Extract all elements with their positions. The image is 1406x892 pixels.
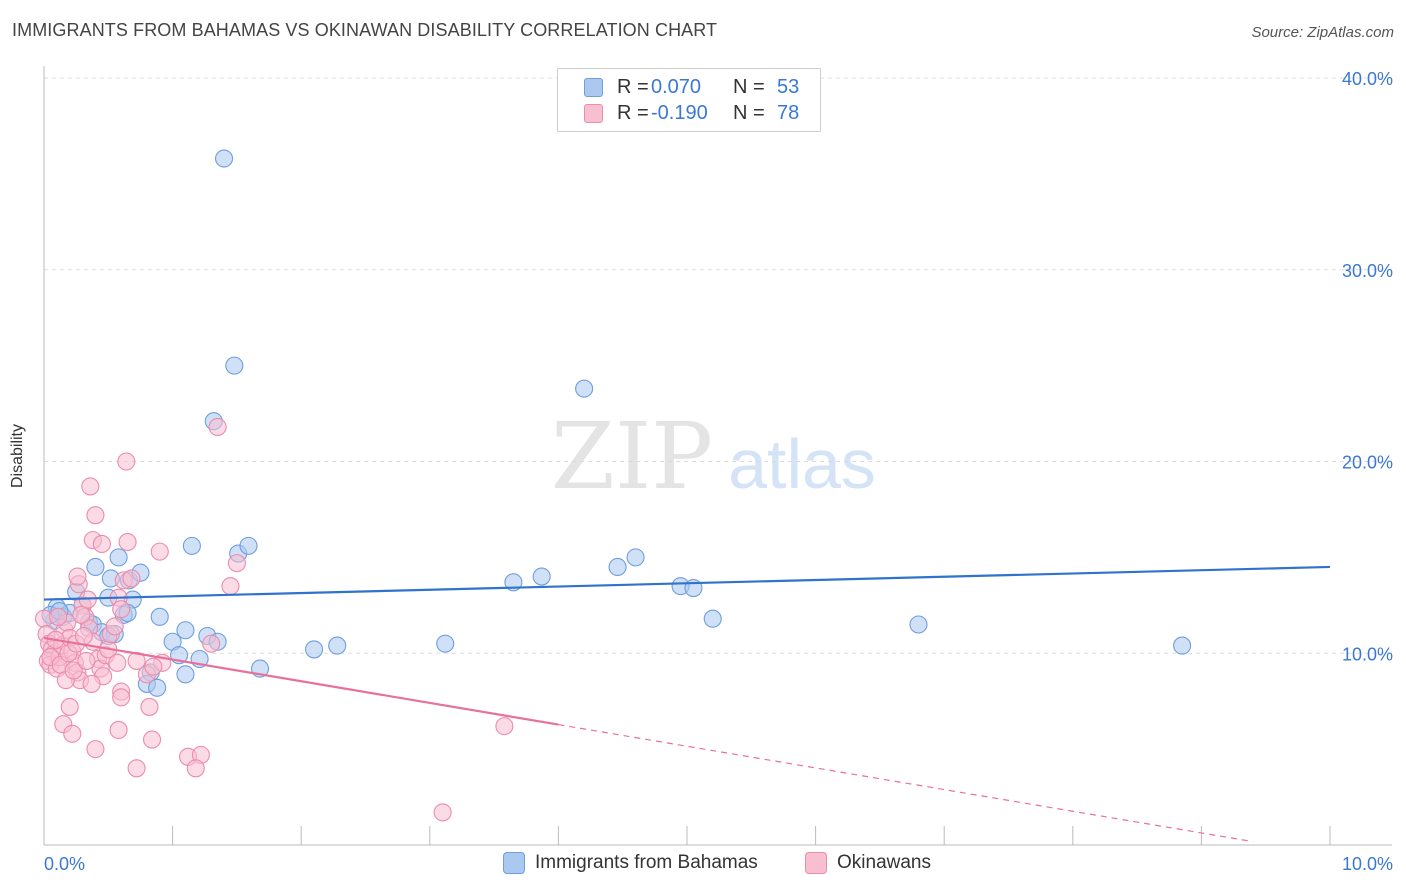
point-bahamas [239, 536, 258, 555]
point-okinawans [72, 605, 91, 624]
y-tick-label: 10.0% [1342, 644, 1393, 664]
point-bahamas [328, 636, 347, 655]
data-points [34, 149, 1192, 822]
point-bahamas [109, 548, 128, 567]
x-tick-label: 0.0% [44, 854, 85, 874]
point-okinawans [81, 477, 100, 496]
r-label: R = [617, 75, 649, 98]
point-okinawans [186, 759, 205, 778]
legend-label-okinawans: Okinawans [837, 852, 931, 873]
axes [43, 66, 1392, 846]
n-value: 78 [777, 101, 800, 124]
y-tick-label: 20.0% [1342, 453, 1393, 473]
x-tick-label: 10.0% [1342, 854, 1393, 874]
point-okinawans [202, 634, 221, 653]
point-bahamas [148, 678, 167, 697]
r-value: 0.070 [651, 75, 702, 98]
point-okinawans [117, 452, 136, 471]
point-okinawans [127, 759, 146, 778]
stats-legend: R = 0.070 N = 53 R = -0.190 N = 78 [557, 68, 821, 132]
stats-row-bahamas: R = 0.070 N = 53 [558, 74, 799, 100]
point-okinawans [433, 803, 452, 822]
point-okinawans [74, 626, 93, 646]
legend-swatch-bahamas [503, 852, 525, 874]
source-label: Source: ZipAtlas.com [1251, 24, 1394, 41]
n-label: N = [733, 101, 765, 124]
point-okinawans [495, 717, 514, 736]
watermark-atlas: atlas [728, 425, 876, 503]
point-okinawans [142, 730, 162, 749]
point-okinawans [86, 740, 105, 759]
point-bahamas [182, 536, 201, 555]
point-bahamas [150, 607, 169, 626]
trend-line-okinawans-dashed [558, 723, 1253, 843]
r-label: R = [617, 101, 649, 124]
point-okinawans [112, 600, 131, 619]
point-bahamas [626, 548, 645, 567]
point-okinawans [63, 724, 82, 743]
point-okinawans [49, 607, 68, 626]
gridlines [44, 77, 1392, 654]
point-okinawans [144, 657, 163, 676]
n-value: 53 [777, 75, 800, 98]
legend-item-okinawans[interactable]: Okinawans [805, 852, 931, 874]
point-bahamas [608, 557, 627, 577]
point-okinawans [64, 661, 83, 680]
point-okinawans [221, 577, 240, 596]
tick-labels: 10.0% 20.0% 30.0% 40.0% 0.0% 10.0% [44, 69, 1393, 874]
stats-swatch-bahamas [584, 77, 603, 97]
point-okinawans [112, 688, 131, 707]
point-okinawans [60, 697, 79, 716]
chart-title: IMMIGRANTS FROM BAHAMAS VS OKINAWAN DISA… [12, 20, 718, 40]
point-okinawans [109, 720, 128, 740]
point-bahamas [305, 640, 324, 659]
point-bahamas [214, 149, 234, 168]
y-tick-label: 30.0% [1342, 261, 1393, 281]
point-bahamas [532, 567, 551, 586]
point-okinawans [108, 653, 127, 672]
y-tick-label: 40.0% [1342, 69, 1393, 89]
stats-swatch-okinawans [584, 103, 603, 123]
trend-lines [43, 565, 1331, 843]
point-bahamas [575, 379, 594, 398]
watermark-zip: ZIP [551, 403, 713, 510]
n-label: N = [733, 75, 765, 98]
legend-label-bahamas: Immigrants from Bahamas [535, 852, 758, 873]
point-okinawans [140, 697, 159, 716]
point-bahamas [1173, 636, 1192, 655]
point-okinawans [105, 617, 124, 636]
point-okinawans [82, 674, 101, 693]
trend-line-okinawans [43, 636, 559, 726]
point-okinawans [227, 554, 246, 573]
point-bahamas [703, 609, 722, 628]
legend-item-bahamas[interactable]: Immigrants from Bahamas [503, 852, 758, 874]
point-okinawans [77, 651, 96, 670]
series-legend: Immigrants from Bahamas Okinawans [0, 852, 1406, 876]
point-okinawans [118, 532, 137, 552]
trend-line-bahamas [43, 565, 1331, 601]
stats-row-okinawans: R = -0.190 N = 78 [558, 100, 799, 126]
point-bahamas [225, 356, 244, 375]
point-okinawans [92, 534, 111, 554]
point-okinawans [208, 417, 227, 437]
point-bahamas [436, 634, 455, 653]
point-okinawans [122, 569, 141, 588]
point-bahamas [176, 621, 195, 640]
point-okinawans [150, 542, 169, 561]
r-value: -0.190 [651, 101, 708, 124]
point-bahamas [909, 615, 928, 634]
point-bahamas [86, 557, 105, 577]
point-okinawans [68, 567, 87, 586]
legend-swatch-okinawans [805, 852, 827, 874]
point-okinawans [86, 506, 105, 525]
point-bahamas [176, 665, 195, 684]
